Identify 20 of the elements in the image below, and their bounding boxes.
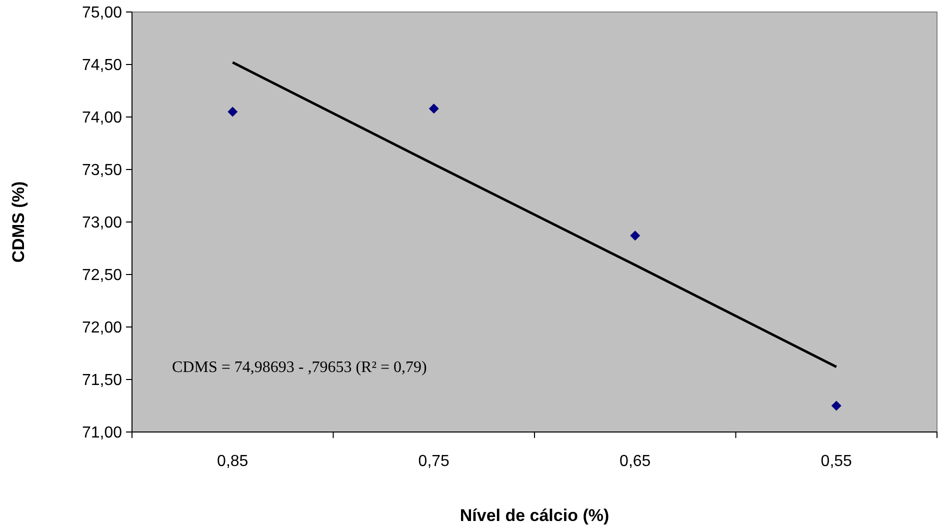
y-tick-label: 75,00 xyxy=(82,4,122,22)
annotation: CDMS = 74,98693 - ,79653 (R² = 0,79) xyxy=(172,359,427,376)
point xyxy=(228,106,238,117)
y-tick-label: 74,00 xyxy=(82,110,122,127)
y-tick-label: 73,50 xyxy=(82,162,122,180)
point xyxy=(428,104,439,114)
x-tick-label: 0,75 xyxy=(418,453,450,470)
y-tick-label: 74,50 xyxy=(82,57,122,74)
x-tick-label: 0,85 xyxy=(217,453,248,470)
y-tick-label: 72,00 xyxy=(82,320,122,337)
y-tick-label: 72,50 xyxy=(82,267,122,284)
point xyxy=(831,400,842,411)
y-tick-label: 73,00 xyxy=(82,214,122,232)
point xyxy=(630,230,640,241)
y-tick-label: 71,00 xyxy=(82,424,122,442)
x-tick-label: 0,55 xyxy=(820,453,852,470)
x-tick-label: 0,65 xyxy=(620,453,651,470)
x-axis-title: Nível de cálcio (%) xyxy=(460,506,610,525)
y-axis-title: CDMS (%) xyxy=(9,181,28,263)
y-tick-label: 71,50 xyxy=(82,372,122,390)
